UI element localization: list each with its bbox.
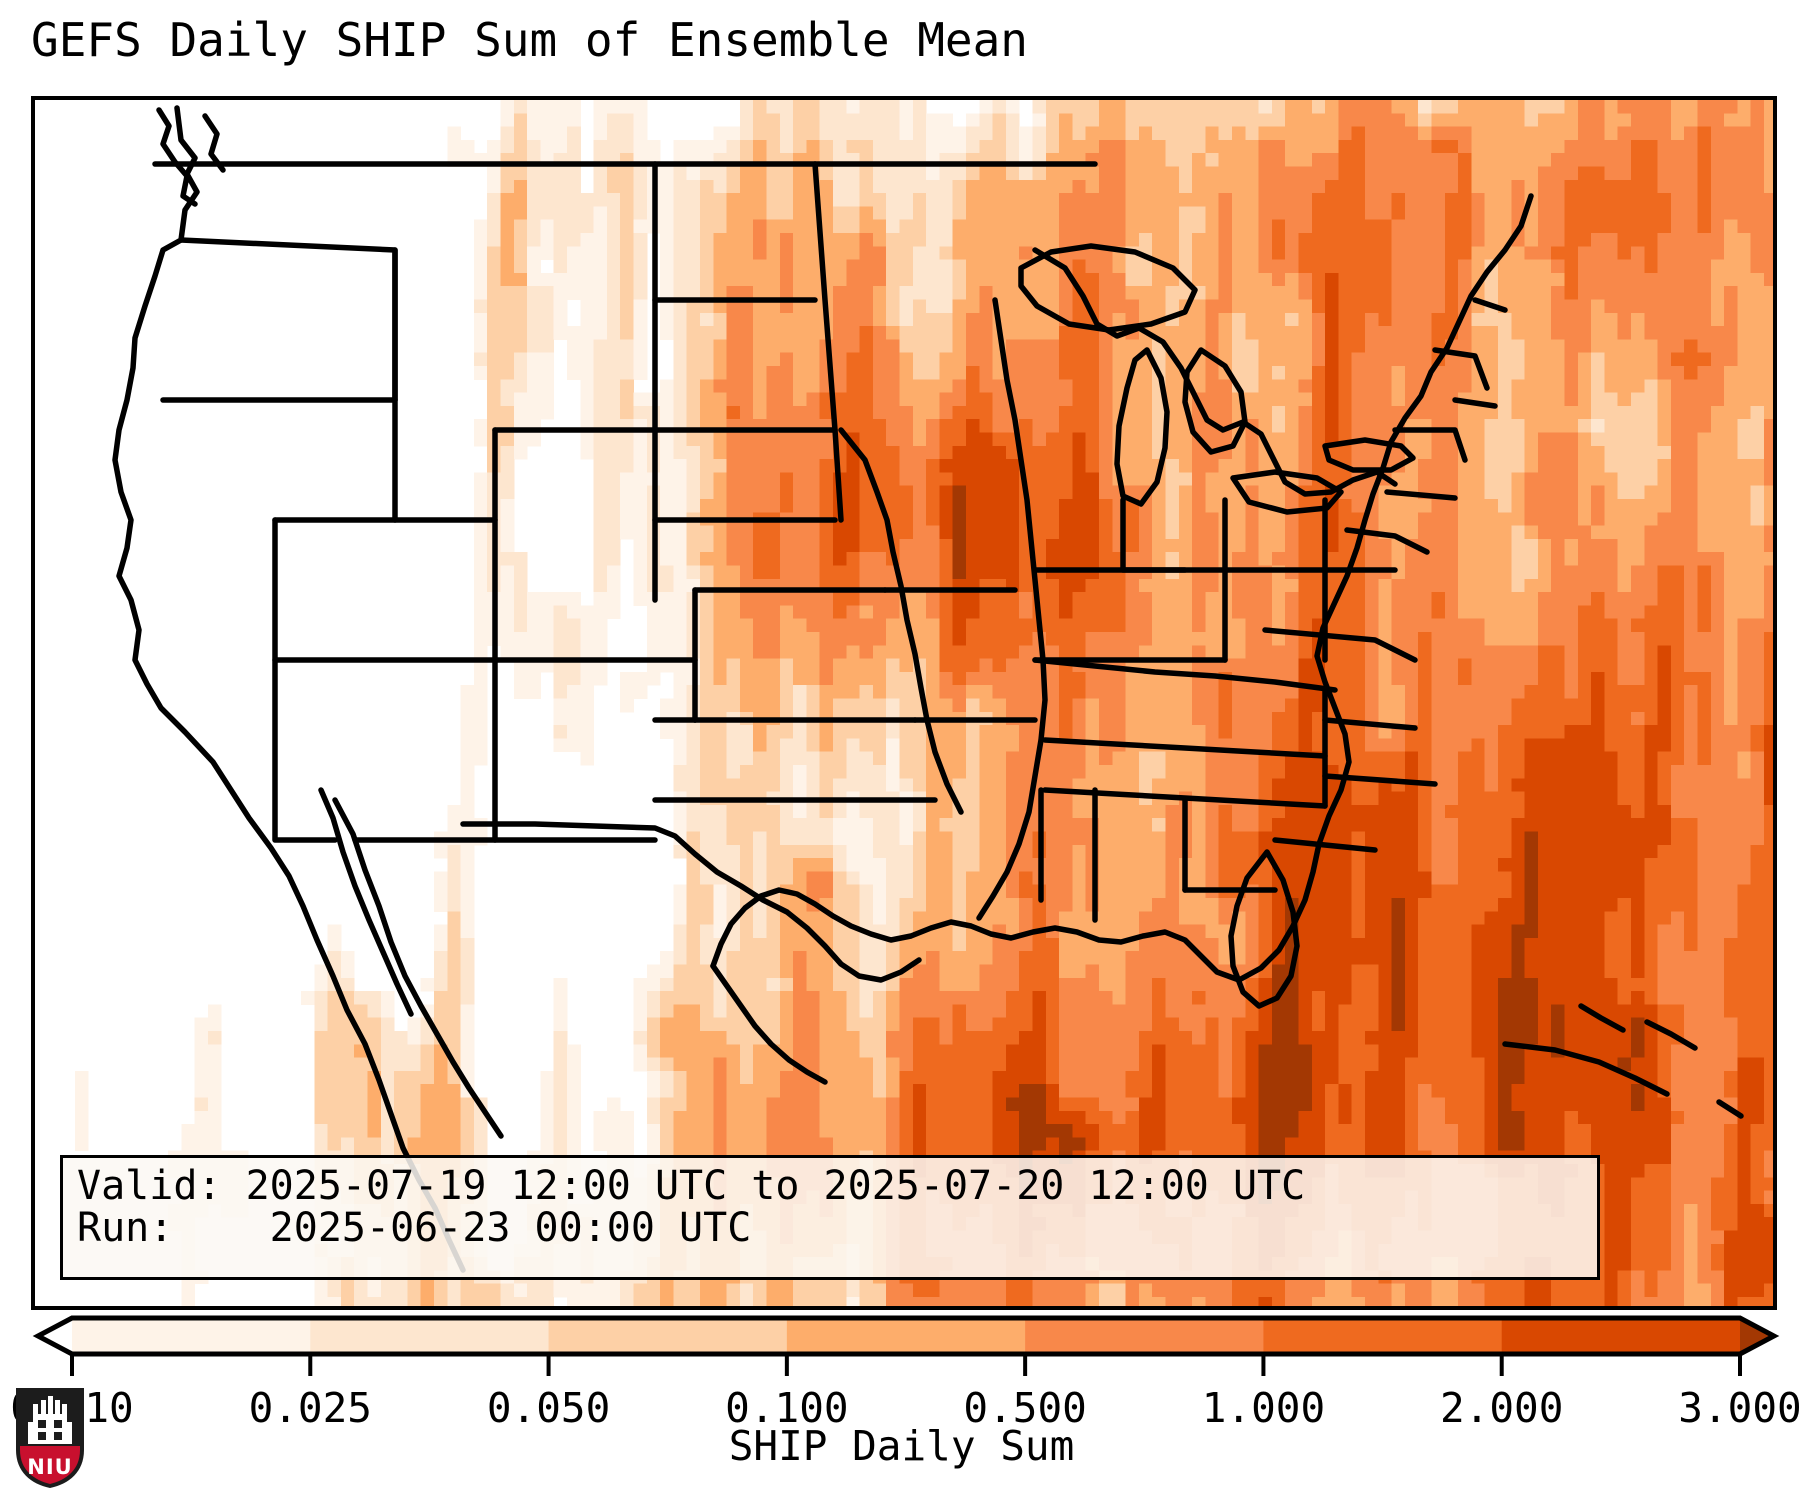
colorbar-tick-label: 3.000	[1678, 1384, 1801, 1432]
geo-boundary	[1032, 657, 1338, 693]
geo-boundary	[332, 797, 504, 1139]
geo-boundary	[976, 297, 1048, 921]
geo-boundary	[1272, 837, 1378, 853]
geo-boundary	[1716, 1099, 1744, 1119]
colorbar-bands	[38, 1318, 1774, 1354]
geo-boundary	[318, 787, 414, 1017]
geo-boundary	[1322, 717, 1418, 731]
niu-shield-logo: NIU	[16, 1388, 84, 1488]
colorbar-axis-label: SHIP Daily Sum	[728, 1422, 1075, 1470]
geo-boundary	[1452, 397, 1498, 409]
geographic-boundaries-layer	[112, 105, 1744, 1273]
colorbar-tick-label: 2.000	[1440, 1384, 1563, 1432]
geo-boundary	[710, 963, 828, 1085]
geo-boundary	[1578, 1003, 1626, 1033]
valid-time-info-box: Valid: 2025-07-19 12:00 UTC to 2025-07-2…	[60, 1155, 1600, 1280]
geo-boundary	[272, 517, 338, 843]
geo-boundary	[838, 427, 964, 815]
colorbar-tick-label: 0.025	[249, 1384, 372, 1432]
colorbar-ticks	[70, 1354, 1742, 1376]
geo-boundary	[1262, 627, 1418, 663]
map-raster	[35, 100, 1773, 1306]
geo-boundary	[1182, 347, 1248, 455]
geo-boundary	[1432, 347, 1490, 391]
geo-boundary	[1384, 489, 1458, 501]
map-panel	[31, 96, 1777, 1310]
colorbar-tick-label: 0.100	[725, 1384, 848, 1432]
geo-boundary	[1228, 849, 1300, 1009]
geo-boundary	[1344, 527, 1430, 555]
colorbar-tick-label: 0.500	[963, 1384, 1086, 1432]
geo-boundary	[1472, 297, 1508, 313]
run-time-line: Run: 2025-06-23 00:00 UTC	[77, 1205, 752, 1251]
geo-boundary	[1392, 427, 1468, 463]
geo-boundary	[1644, 1019, 1698, 1051]
geo-boundary	[1322, 773, 1438, 787]
geo-boundary	[1502, 1041, 1670, 1097]
logo-castle-windows	[38, 1420, 62, 1440]
geo-boundary	[1114, 347, 1170, 507]
geo-boundary	[1042, 737, 1328, 759]
geo-boundary	[112, 105, 466, 1273]
logo-red-banner	[20, 1446, 80, 1484]
geo-boundary	[812, 161, 844, 523]
geo-boundary	[710, 193, 1534, 983]
geo-boundary	[460, 821, 922, 983]
geo-boundary	[1018, 243, 1198, 333]
colorbar-tick-label: 0.050	[487, 1384, 610, 1432]
valid-time-line: Valid: 2025-07-19 12:00 UTC to 2025-07-2…	[77, 1163, 1306, 1209]
page-title: GEFS Daily SHIP Sum of Ensemble Mean	[31, 13, 1028, 67]
logo-text: NIU	[27, 1455, 72, 1479]
colorbar-tick-label: 1.000	[1202, 1384, 1325, 1432]
geo-boundary	[1322, 437, 1416, 473]
geo-boundary	[1230, 469, 1344, 515]
